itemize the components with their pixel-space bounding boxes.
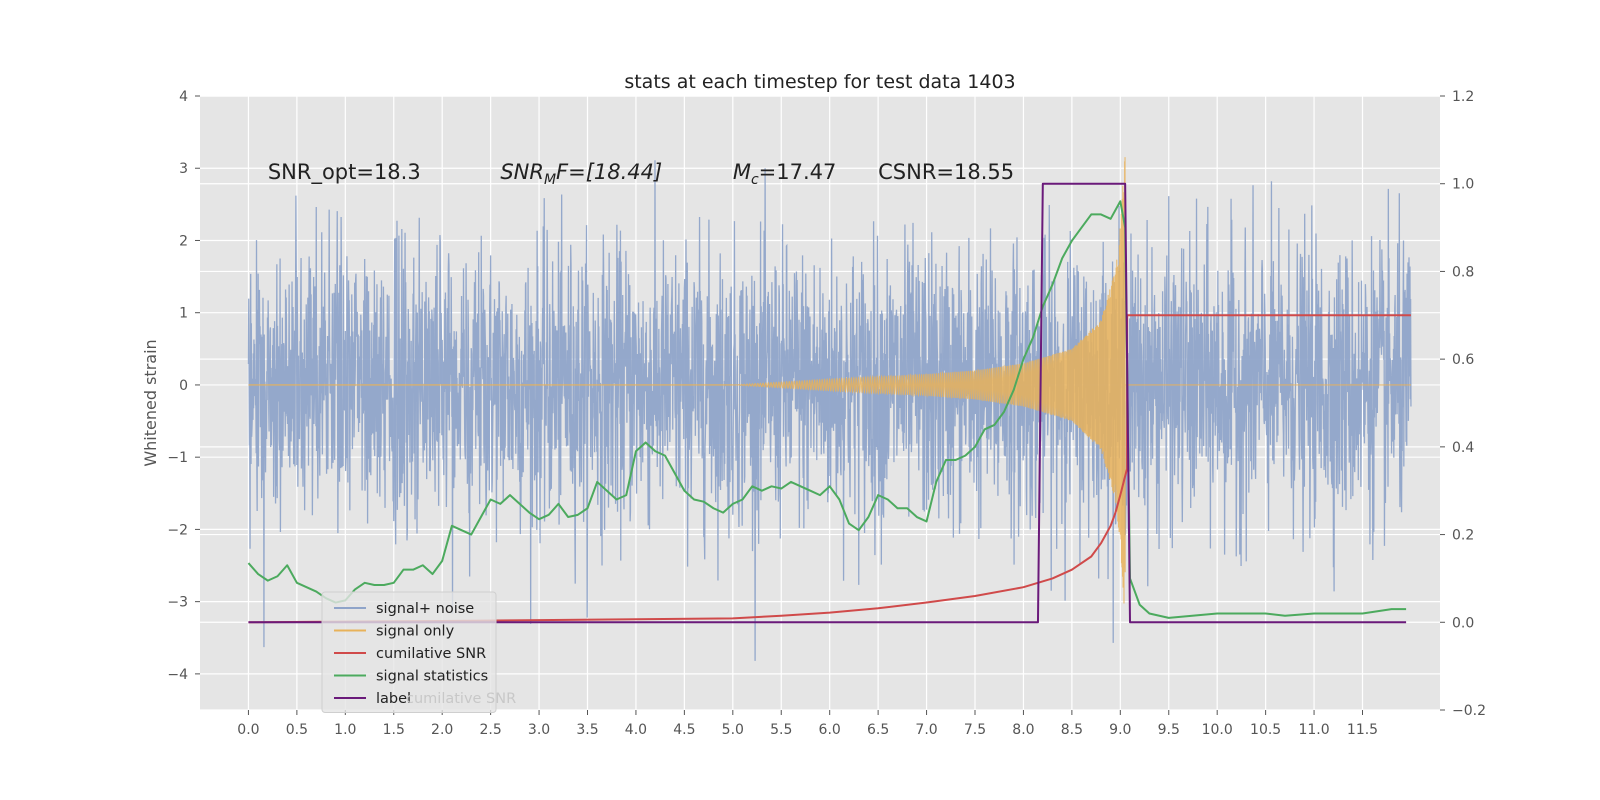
y-tick-label: 0: [179, 378, 188, 394]
legend-entry: signal only: [376, 624, 455, 640]
x-tick-label: 5.5: [770, 722, 792, 738]
series-label: [248, 182, 1407, 624]
x-tick-label: 3.5: [576, 722, 598, 738]
legend-entry: label: [376, 691, 411, 707]
x-tick-label: 10.5: [1250, 722, 1281, 738]
y-tick-label: −2: [167, 522, 188, 538]
x-tick-label: 7.5: [964, 722, 986, 738]
legend-entry: cumilative SNR: [376, 646, 486, 662]
x-tick-label: 0.0: [237, 722, 259, 738]
annotation: CSNR=18.55: [878, 160, 1014, 184]
series-signal-only: [732, 157, 1411, 604]
y2-tick-label: 0.8: [1452, 264, 1474, 280]
annotation-main: M: [733, 160, 751, 184]
x-tick-label: 11.5: [1347, 722, 1378, 738]
x-tick-label: 0.5: [286, 722, 308, 738]
annotation-main: SNR: [500, 160, 544, 184]
legend-entry: signal+ noise: [376, 601, 474, 617]
annotation-subscript: M: [544, 172, 556, 188]
x-tick-label: 4.0: [625, 722, 647, 738]
y-axis-label: Whitened strain: [141, 339, 160, 466]
y2-tick-label: 0.4: [1452, 440, 1474, 456]
annotation: SNRMF=[18.44]: [500, 160, 662, 188]
x-tick-label: 2.5: [479, 722, 501, 738]
legend-box: [321, 591, 497, 713]
x-tick-label: 9.5: [1158, 722, 1180, 738]
annotation: Mc=17.47: [733, 160, 837, 188]
y2-tick-label: 0.0: [1452, 615, 1474, 631]
y-tick-label: 1: [179, 306, 188, 322]
x-tick-label: 4.5: [673, 722, 695, 738]
series-signal-statistics: [247, 200, 1407, 619]
y2-tick-label: 1.2: [1452, 89, 1474, 105]
annotation-rest: F=[18.44]: [556, 160, 662, 184]
annotations: SNR_opt=18.3 SNRMF=[18.44] Mc=17.47 CSNR=18…: [268, 160, 1014, 188]
x-tick-label: 1.0: [334, 722, 356, 738]
x-tick-label: 11.0: [1298, 722, 1329, 738]
x-tick-label: 10.0: [1202, 722, 1233, 738]
series-signal-noise: [247, 160, 1412, 661]
y-tick-label: −1: [167, 450, 188, 466]
x-tick-label: 7.0: [915, 722, 937, 738]
x-tick-label: 3.0: [528, 722, 550, 738]
series-cumulative-snr: [248, 314, 1411, 624]
x-tick-label: 6.0: [819, 722, 841, 738]
y2-tick-label: 0.6: [1452, 352, 1474, 368]
x-tick-label: 8.0: [1012, 722, 1034, 738]
legend: signal+ noise signal only cumilative SNR si…: [321, 591, 516, 713]
y2-tick-label: 0.2: [1452, 528, 1474, 544]
x-tick-label: 6.5: [867, 722, 889, 738]
series-layer: [247, 157, 1412, 661]
annotation-rest: =17.47: [759, 160, 837, 184]
legend-entry: signal statistics: [376, 669, 488, 685]
x-tick-label: 5.0: [722, 722, 744, 738]
y2-tick-label: 1.0: [1452, 177, 1474, 193]
chart-title: stats at each timestep for test data 140…: [624, 71, 1015, 93]
y-tick-label: −4: [167, 667, 188, 683]
y2-tick-label: −0.2: [1452, 703, 1486, 719]
legend-ghost-text: cumilative SNR: [406, 691, 516, 707]
x-tick-label: 9.0: [1109, 722, 1131, 738]
ticks: 0.0 0.5 1.0 1.5 2.0 2.5 3.0 3.5 4.0 4.5 5.0 5.5 6.0 6…: [167, 89, 1486, 738]
y-tick-label: 4: [179, 89, 188, 105]
annotation-subscript: c: [751, 172, 759, 188]
y-tick-label: −3: [167, 595, 188, 611]
x-tick-label: 8.5: [1061, 722, 1083, 738]
x-tick-label: 1.5: [383, 722, 405, 738]
x-tick-label: 2.0: [431, 722, 453, 738]
annotation: SNR_opt=18.3: [268, 160, 421, 185]
y-tick-label: 2: [179, 233, 188, 249]
y-tick-label: 3: [179, 161, 188, 177]
